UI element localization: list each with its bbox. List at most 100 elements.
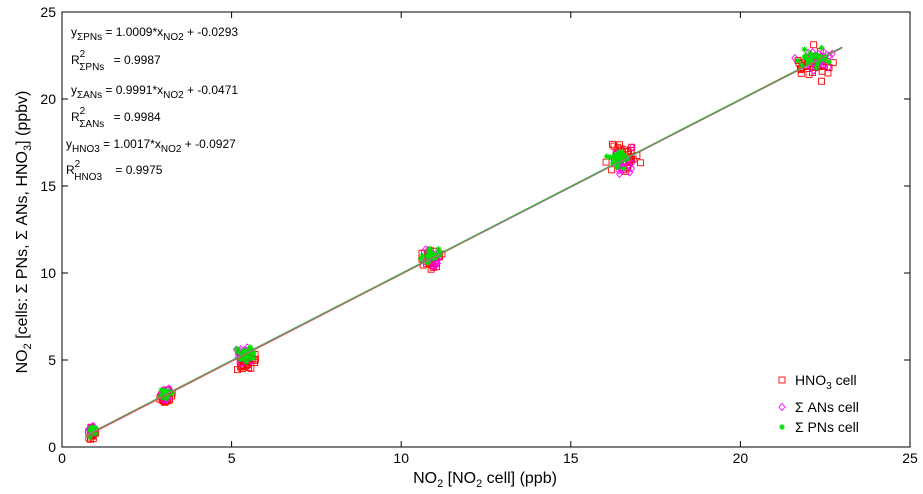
data-point [818, 67, 826, 75]
data-point [237, 362, 245, 370]
data-point [234, 348, 241, 355]
y-tick-label: 15 [40, 178, 56, 194]
x-axis-label: NO2 [NO2 cell] (ppb) [413, 470, 557, 490]
data-point [424, 253, 431, 260]
data-point [619, 153, 626, 160]
annotation-fit-pns: yΣPNs = 1.0009*xNO2 + -0.0293 [71, 25, 238, 43]
data-point [240, 348, 247, 355]
fit-annotations: yΣPNs = 1.0009*xNO2 + -0.0293 R2 ΣPNs = 0… [66, 25, 238, 183]
data-point [627, 164, 636, 173]
data-point [429, 250, 436, 257]
data-point [243, 358, 250, 365]
data-point [622, 156, 629, 163]
data-point [616, 148, 623, 155]
data-point [247, 355, 254, 362]
data-point [813, 64, 820, 71]
data-point [620, 165, 627, 172]
data-point [821, 57, 828, 64]
legend-marker [778, 402, 786, 412]
data-point [87, 433, 94, 440]
data-point [425, 258, 432, 265]
data-point [158, 386, 165, 393]
x-tick-label: 10 [393, 450, 409, 466]
data-point [824, 63, 833, 72]
data-point [92, 430, 99, 437]
data-point [815, 58, 822, 65]
data-point [432, 254, 439, 261]
data-point [809, 66, 818, 75]
data-point [242, 353, 249, 360]
data-point [614, 154, 621, 161]
annotation-r2-pns: R2 ΣPNs = 0.9987 [71, 49, 161, 73]
data-point [808, 55, 815, 62]
data-point [806, 50, 813, 57]
data-point [169, 389, 176, 396]
data-point [637, 159, 644, 167]
data-point [434, 251, 441, 258]
data-point [247, 344, 254, 351]
annotation-fit-ans: yΣANs = 0.9991*xNO2 + -0.0471 [71, 83, 238, 101]
data-point [612, 157, 619, 164]
data-point [417, 255, 424, 262]
data-point [801, 46, 808, 53]
data-point [609, 140, 616, 148]
legend-marker [778, 376, 786, 384]
data-point [433, 259, 442, 268]
data-point [618, 151, 625, 158]
x-tick-label: 20 [733, 450, 749, 466]
data-point [815, 54, 822, 61]
data-point [435, 246, 442, 253]
data-point [611, 152, 618, 159]
data-point [602, 158, 610, 166]
x-tick-label: 0 [58, 450, 66, 466]
data-point [801, 53, 808, 60]
fit-lines [85, 46, 843, 437]
data-point [826, 59, 833, 66]
x-tick-label: 15 [563, 450, 579, 466]
data-point [805, 57, 812, 64]
data-point [237, 355, 244, 362]
data-point [805, 71, 813, 78]
annotation-fit-hno3: yHNO3 = 1.0017*xNO2 + -0.0927 [66, 137, 236, 155]
data-point [164, 387, 171, 394]
data-point [610, 160, 617, 167]
data-point [161, 387, 168, 394]
data-point [613, 164, 620, 171]
legend-marker [779, 424, 785, 430]
data-point [249, 349, 256, 356]
data-point [246, 346, 253, 353]
annotation-r2-ans: R2 ΣANs = 0.9984 [71, 106, 161, 130]
data-point [233, 345, 240, 352]
data-point [816, 53, 823, 60]
legend-label-ans: Σ ANs cell [795, 399, 859, 415]
legend-label-hno3: HNO3 cell [795, 372, 857, 392]
data-point [818, 44, 825, 51]
fit-line [85, 47, 843, 437]
data-point [791, 53, 799, 63]
axis-ticks: 0 5 10 15 20 25 0 5 10 15 20 25 [40, 4, 918, 466]
data-point [812, 54, 819, 61]
data-point [426, 245, 433, 252]
data-point [428, 261, 437, 271]
annotation-r2-hno3: R2 HNO3 = 0.9975 [66, 159, 163, 183]
data-point [424, 259, 431, 266]
plot-frame [61, 11, 911, 448]
legend-markers [778, 376, 786, 430]
data-point [615, 169, 624, 179]
data-point [810, 41, 818, 49]
x-tick-label: 5 [228, 450, 236, 466]
data-point [237, 359, 245, 368]
x-tick-label: 25 [902, 450, 918, 466]
y-tick-label: 5 [48, 352, 56, 368]
data-point [804, 60, 811, 67]
data-point [628, 143, 636, 152]
y-axis-label: NO2 [cells: Σ PNs, Σ ANs, HNO3] (ppbv) [14, 91, 34, 374]
y-tick-label: 0 [48, 439, 56, 455]
data-point [798, 62, 805, 69]
data-point [797, 69, 805, 77]
data-point [419, 253, 426, 260]
data-point [808, 58, 815, 65]
data-point [794, 57, 801, 64]
legend-label-pns: Σ PNs cell [795, 419, 859, 435]
